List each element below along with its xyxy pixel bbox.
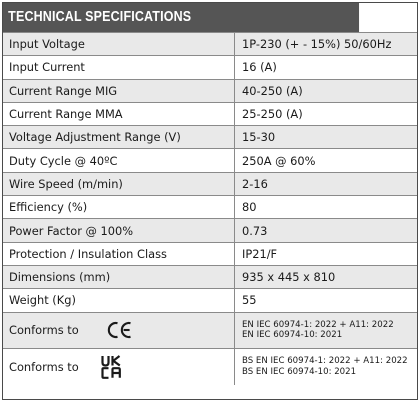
table-row: Input Voltage 1P-230 (+ - 15%) 50/60Hz xyxy=(3,32,417,56)
spec-label: Voltage Adjustment Range (V) xyxy=(3,126,235,149)
spec-value: IP21/F xyxy=(242,246,278,261)
spec-label: Input Current xyxy=(3,56,235,79)
spec-value: 250A @ 60% xyxy=(242,153,316,168)
table-row: Power Factor @ 100% 0.73 xyxy=(3,218,417,242)
spec-rows: Input Voltage 1P-230 (+ - 15%) 50/60Hz I… xyxy=(3,32,417,385)
conformity-label-cell: Conforms to xyxy=(3,312,235,349)
spec-label: Current Range MMA xyxy=(3,102,235,126)
spec-label: Weight (Kg) xyxy=(3,289,235,312)
spec-label: Duty Cycle @ 40ºC xyxy=(3,149,235,172)
spec-label: Protection / Insulation Class xyxy=(3,242,235,265)
spec-value: 80 xyxy=(242,200,257,215)
table-row: Efficiency (%) 80 xyxy=(3,195,417,219)
standard-line: BS EN IEC 60974-10: 2021 xyxy=(242,366,357,377)
conformity-label: Conforms to xyxy=(9,323,79,338)
spec-value: 935 x 445 x 810 xyxy=(242,270,336,285)
spec-value: 2-16 xyxy=(242,176,268,191)
table-row: Weight (Kg) 55 xyxy=(3,288,417,312)
table-row: Protection / Insulation Class IP21/F xyxy=(3,241,417,265)
table-title: TECHNICAL SPECIFICATIONS xyxy=(3,3,360,32)
table-row: Current Range MMA 25-250 (A) xyxy=(3,101,417,126)
conformity-label-cell: Conforms to xyxy=(3,349,235,385)
conformity-standards: BS EN IEC 60974-1: 2022 + A11: 2022 BS E… xyxy=(235,349,417,385)
spec-value: 25-250 (A) xyxy=(242,107,303,122)
spec-label: Dimensions (mm) xyxy=(3,265,235,289)
conformity-standards: EN IEC 60974-1: 2022 + A11: 2022 EN IEC … xyxy=(235,313,417,349)
table-row: Voltage Adjustment Range (V) 15-30 xyxy=(3,125,417,149)
table-row: Duty Cycle @ 40ºC 250A @ 60% xyxy=(3,148,417,172)
spec-label: Efficiency (%) xyxy=(3,196,235,219)
spec-value: 15-30 xyxy=(242,130,276,145)
spec-label: Power Factor @ 100% xyxy=(3,219,235,242)
standard-line: EN IEC 60974-1: 2022 + A11: 2022 xyxy=(242,319,394,330)
spec-label: Input Voltage xyxy=(3,33,235,56)
spec-value: 55 xyxy=(242,293,257,308)
spec-value: 16 (A) xyxy=(242,60,277,75)
ukca-mark-icon xyxy=(101,354,123,379)
spec-value: 0.73 xyxy=(242,223,268,238)
table-row: Current Range MIG 40-250 (A) xyxy=(3,78,417,102)
technical-specifications-table: TECHNICAL SPECIFICATIONS Input Voltage 1… xyxy=(2,2,418,400)
table-row: Input Current 16 (A) xyxy=(3,55,417,79)
table-row: Dimensions (mm) 935 x 445 x 810 xyxy=(3,264,417,289)
standard-line: EN IEC 60974-10: 2021 xyxy=(242,330,343,341)
standard-line: BS EN IEC 60974-1: 2022 + A11: 2022 xyxy=(242,356,408,367)
spec-label: Wire Speed (m/min) xyxy=(3,172,235,196)
spec-value: 40-250 (A) xyxy=(242,83,303,98)
conformity-row-ce: Conforms to EN IEC 60974-1: 2022 + A11: … xyxy=(3,311,417,349)
conformity-label: Conforms to xyxy=(9,359,79,374)
table-row: Wire Speed (m/min) 2-16 xyxy=(3,171,417,196)
conformity-row-ukca: Conforms to xyxy=(3,348,417,385)
spec-value: 1P-230 (+ - 15%) 50/60Hz xyxy=(242,37,392,52)
ce-mark-icon xyxy=(107,321,133,339)
spec-label: Current Range MIG xyxy=(3,79,235,102)
